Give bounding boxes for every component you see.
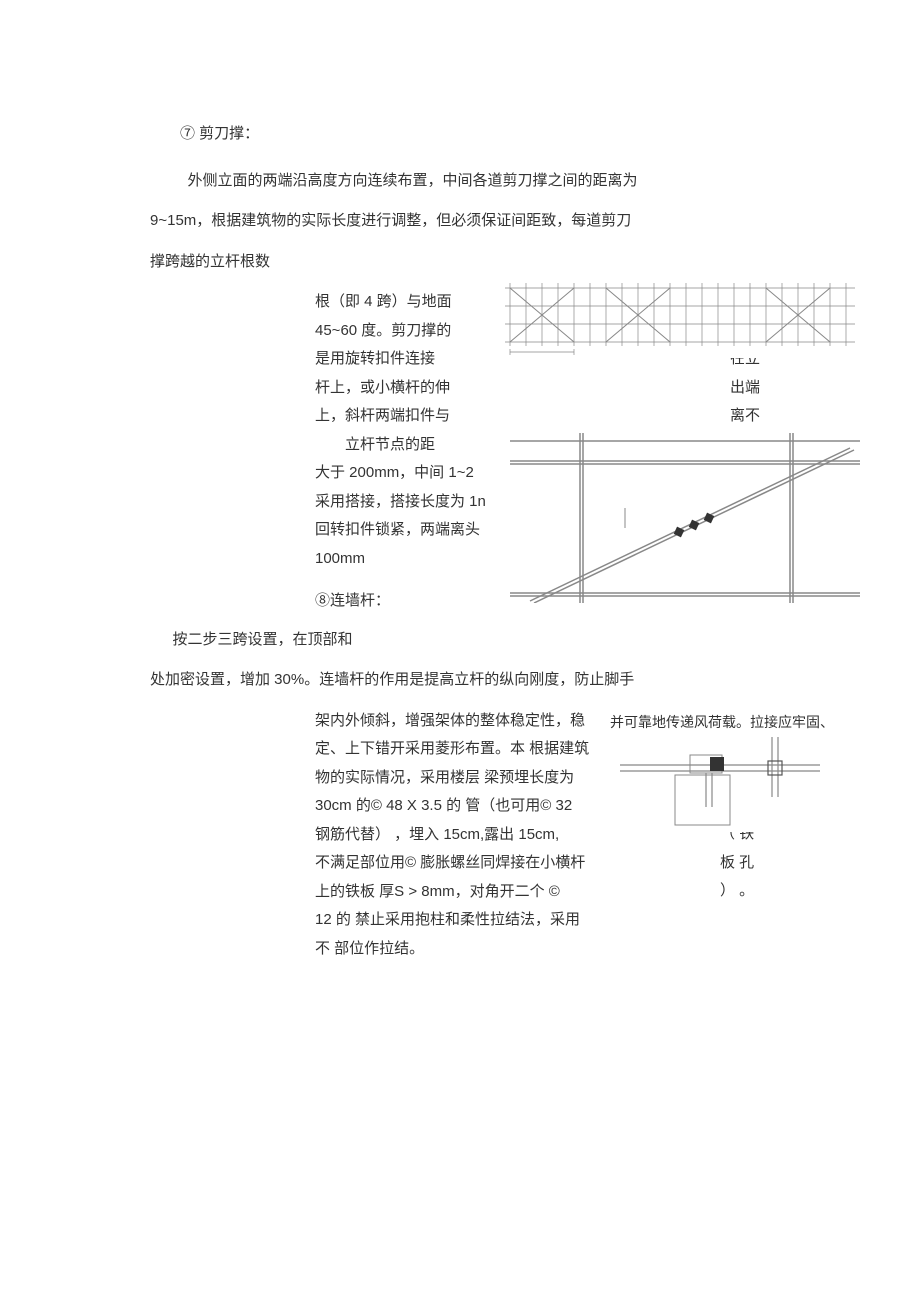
section-7-body: 根（即 4 跨）与地面 45~60 度。剪刀撑的 是用旋转扣件连接 杆上，或小横… xyxy=(150,288,770,573)
text-line: 采用搭接，搭接长度为 1n xyxy=(315,488,490,517)
text-line: 上，斜杆两端扣件与 xyxy=(315,402,490,431)
text-line: 上的铁板 厚S > 8mm，对角开二个 © xyxy=(315,878,595,907)
text-line: 架内外倾斜，增强架体的整体稳定性，稳 xyxy=(315,707,595,736)
text-line: 是用旋转扣件连接 xyxy=(315,345,490,374)
section-7-title: ⑦ 剪刀撑： xyxy=(150,120,770,149)
text-line: 12 的 禁止采用抱柱和柔性拉结法，采用 xyxy=(315,906,595,935)
text-line: 板 孔 xyxy=(720,849,770,878)
figure-elevation-grid xyxy=(500,278,860,358)
text-line: 不 部位作拉结。 xyxy=(315,935,595,964)
text-line: 30cm 的© 48 X 3.5 的 管（也可用© 32 xyxy=(315,792,595,821)
text-line: 根（即 4 跨）与地面 xyxy=(315,288,490,317)
figure-cross-detail xyxy=(510,433,860,603)
text-line: 杆上，或小横杆的伸 xyxy=(315,374,490,403)
text-line: 钢筋代替） ，埋入 15cm,露出 15cm, xyxy=(315,821,595,850)
text-line: 立杆节点的距 xyxy=(315,431,490,460)
paragraph: 外侧立面的两端沿高度方向连续布置，中间各道剪刀撑之间的距离为 xyxy=(150,167,770,196)
section-8-body: 架内外倾斜，增强架体的整体稳定性，稳 定、上下错开采用菱形布置。本 根据建筑 物… xyxy=(150,707,770,964)
text-line: 100mm xyxy=(315,545,490,574)
text-line: 不满足部位用© 膨胀螺丝同焊接在小横杆 xyxy=(315,849,595,878)
text-line: 并可靠地传递风荷载。拉接应牢固、 xyxy=(610,709,850,736)
text-line: 大于 200mm，中间 1~2 xyxy=(315,459,490,488)
paragraph: 处加密设置，增加 30%。连墙杆的作用是提高立杆的纵向刚度，防止脚手 xyxy=(150,666,770,695)
text-line: 离不 xyxy=(730,402,770,431)
text-line: 回转扣件锁紧，两端离头 xyxy=(315,516,490,545)
paragraph: 撑跨越的立杆根数 xyxy=(150,248,770,277)
text-line: 45~60 度。剪刀撑的 xyxy=(315,317,490,346)
text-line: 定、上下错开采用菱形布置。本 根据建筑 xyxy=(315,735,595,764)
text-line: ） 。 xyxy=(720,877,770,906)
text-line: 出端 xyxy=(730,374,770,403)
paragraph: 按二步三跨设置，在顶部和 xyxy=(150,626,770,655)
paragraph: 9~15m，根据建筑物的实际长度进行调整，但必须保证间距致，每道剪刀 xyxy=(150,207,770,236)
text-line: 物的实际情况，采用楼层 梁预埋长度为 xyxy=(315,764,595,793)
figure-wall-tie xyxy=(620,737,820,832)
